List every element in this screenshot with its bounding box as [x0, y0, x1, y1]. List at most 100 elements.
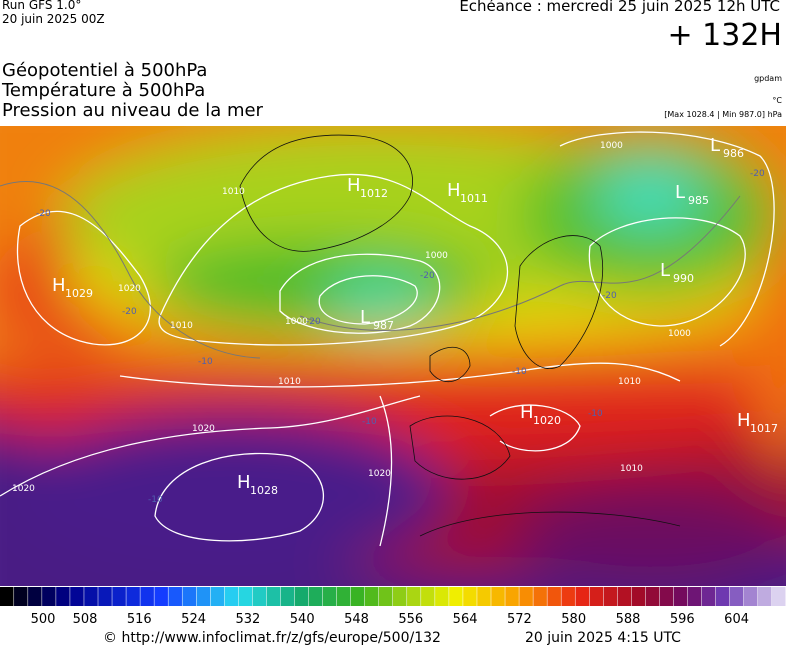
- colorbar-swatch: [0, 587, 14, 606]
- colorbar-swatch: [294, 587, 309, 606]
- center-type: H: [520, 402, 534, 423]
- temperature-label: -10: [362, 417, 377, 427]
- footer-url: © http://www.infoclimat.fr/z/gfs/europe/…: [103, 630, 441, 646]
- colorbar-label: 532: [235, 612, 260, 626]
- colorbar-swatch: [140, 587, 154, 606]
- colorbar-swatch: [84, 587, 98, 606]
- center-type: L: [710, 135, 720, 156]
- colorbar-swatch: [757, 587, 772, 606]
- field: Pression au niveau de la mer: [2, 100, 263, 121]
- colorbar-label: 588: [616, 612, 641, 626]
- center-value: 1012: [360, 187, 388, 200]
- colorbar-swatch: [407, 587, 421, 606]
- center-value: 1017: [750, 422, 778, 435]
- colorbar-swatch: [575, 587, 589, 606]
- colorbar-label: 564: [453, 612, 478, 626]
- colorbar-label: 540: [290, 612, 315, 626]
- colorbar: 500 508 516 524 532 540 548 556 564 572 580 588 596 6…: [0, 587, 786, 626]
- colorbar-swatch: [505, 587, 519, 606]
- colorbar-swatch: [168, 587, 182, 606]
- colorbar-swatch: [463, 587, 477, 606]
- colorbar-swatch: [154, 587, 168, 606]
- temperature-label: -20: [420, 271, 435, 281]
- isobar-label: 1010: [620, 464, 643, 474]
- center-type: L: [660, 260, 670, 281]
- colorbar-swatch: [322, 587, 337, 606]
- colorbar-swatch: [519, 587, 533, 606]
- colorbar-swatch: [393, 587, 407, 606]
- colorbar-swatch: [196, 587, 211, 606]
- colorbar-swatch: [280, 587, 295, 606]
- isobar-label: 1010: [618, 377, 641, 387]
- temperature-field: [0, 126, 786, 586]
- colorbar-swatch: [449, 587, 463, 606]
- isobar-label: 1020: [12, 484, 35, 494]
- colorbar-swatch: [687, 587, 702, 606]
- temperature-label: -10: [198, 357, 213, 367]
- temperature-label: -20: [36, 209, 51, 219]
- colorbar-swatch: [70, 587, 84, 606]
- colorbar-swatch: [561, 587, 575, 606]
- colorbar-swatch: [435, 587, 449, 606]
- colorbar-swatch: [224, 587, 239, 606]
- center-value: 1028: [250, 484, 278, 497]
- colorbar-label: 572: [507, 612, 532, 626]
- center-type: L: [360, 307, 370, 328]
- colorbar-swatch: [645, 587, 660, 606]
- colorbar-swatch: [56, 587, 70, 606]
- colorbar-swatch: [491, 587, 505, 606]
- colorbar-swatch: [715, 587, 730, 606]
- temperature-label: -10: [148, 495, 163, 505]
- colorbar-swatch: [126, 587, 140, 606]
- center-type: H: [347, 175, 361, 196]
- range: [Max 1028.4 | Min 987.0] hPa: [664, 110, 782, 119]
- isobar-label: 1000: [668, 329, 691, 339]
- isobar-label: 1000: [285, 317, 308, 327]
- center-type: H: [237, 472, 251, 493]
- colorbar-swatch: [589, 587, 604, 606]
- center-value: 1029: [65, 287, 93, 300]
- isobar-label: 1020: [368, 469, 391, 479]
- temperature-isotherms: [0, 181, 741, 359]
- isobar-label: 1010: [278, 377, 301, 387]
- colorbar-swatch: [364, 587, 379, 606]
- colorbar-swatch: [378, 587, 393, 606]
- temperature-label: -20: [750, 169, 765, 179]
- temperature-label: -20: [306, 317, 321, 327]
- field: Température à 500hPa: [2, 80, 206, 101]
- colorbar-swatch: [308, 587, 323, 606]
- isobar-label: 1020: [192, 424, 215, 434]
- unit: gpdam: [754, 74, 782, 83]
- center-value: 990: [673, 272, 694, 285]
- center-value: 1011: [460, 192, 488, 205]
- colorbar-label: 516: [127, 612, 152, 626]
- isobars: [0, 131, 775, 547]
- temperature-label: -20: [122, 307, 137, 317]
- isobar-label: 1010: [222, 187, 245, 197]
- colorbar-swatch: [252, 587, 267, 606]
- center-value: 986: [723, 147, 744, 160]
- colorbar-swatch: [771, 587, 786, 606]
- run: Run GFS 1.0°: [2, 0, 82, 12]
- colorbar-label: 604: [724, 612, 749, 626]
- isobar-label: 1000: [600, 141, 623, 151]
- isobar-label: 1000: [425, 251, 448, 261]
- colorbar-swatch: [350, 587, 365, 606]
- colorbar-swatch: [238, 587, 253, 606]
- temperature-label: -10: [512, 367, 527, 377]
- temperature-label: -20: [602, 291, 617, 301]
- colorbar-swatch: [673, 587, 688, 606]
- run-date: 20 juin 2025 00Z: [2, 12, 105, 26]
- colorbar-swatch: [421, 587, 435, 606]
- colorbar-swatch: [98, 587, 112, 606]
- center-type: H: [447, 180, 461, 201]
- lead-time: + 132H: [667, 18, 783, 53]
- colorbar-label: 524: [181, 612, 206, 626]
- colorbar-swatch: [182, 587, 196, 606]
- center-value: 987: [373, 319, 394, 332]
- colorbar-swatch: [659, 587, 674, 606]
- center-type: H: [52, 275, 66, 296]
- colorbar-swatch: [266, 587, 281, 606]
